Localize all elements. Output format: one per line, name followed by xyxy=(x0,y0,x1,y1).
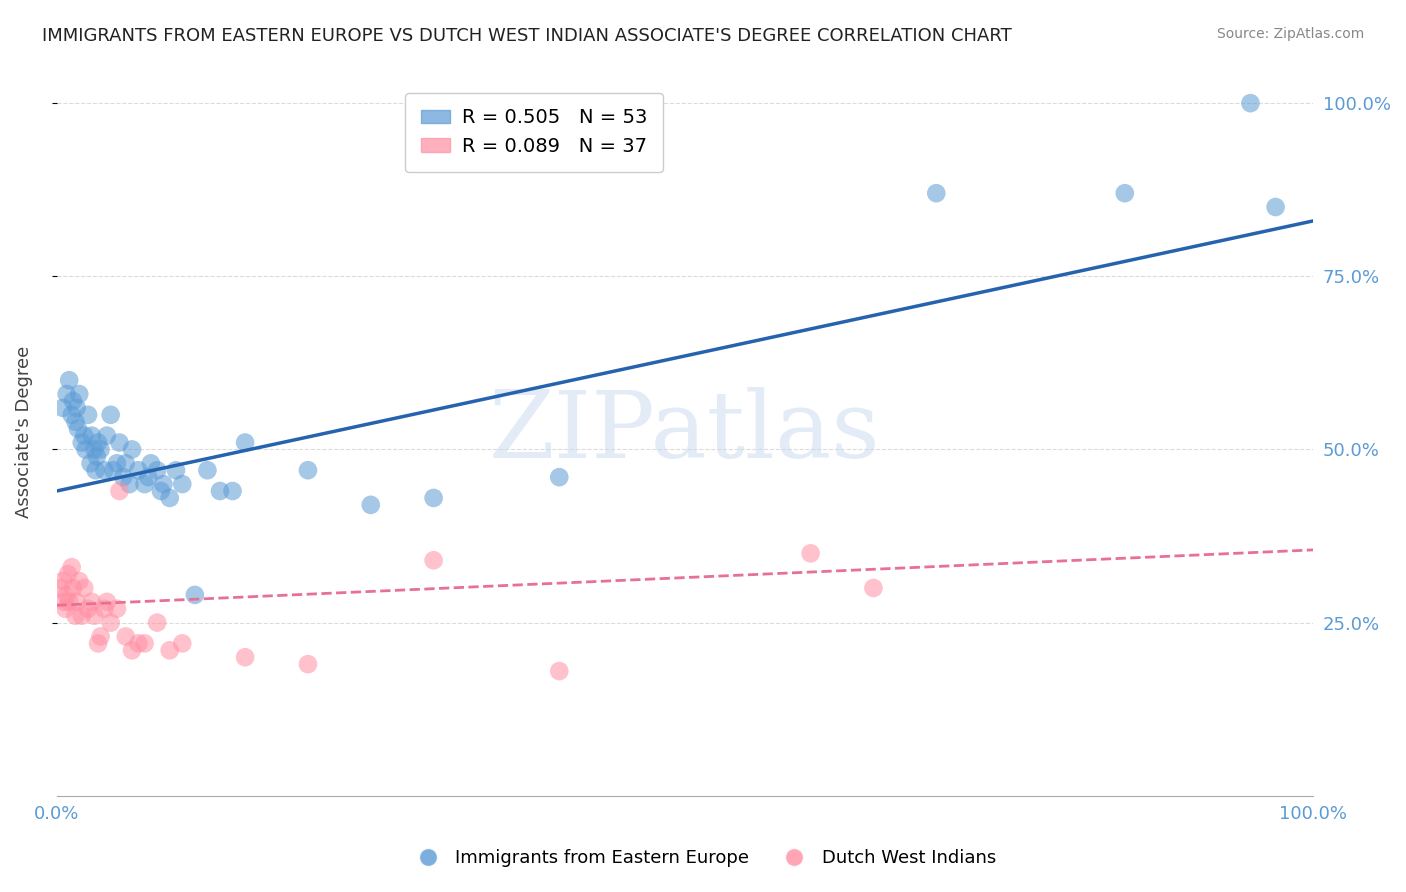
Point xyxy=(548,470,571,484)
Point xyxy=(93,601,115,615)
Point xyxy=(108,435,131,450)
Point xyxy=(118,477,141,491)
Point xyxy=(70,435,93,450)
Point xyxy=(422,491,444,505)
Point xyxy=(221,483,243,498)
Point xyxy=(1114,186,1136,201)
Point xyxy=(83,442,105,457)
Point xyxy=(56,567,79,582)
Point xyxy=(152,477,174,491)
Point xyxy=(90,630,112,644)
Point xyxy=(77,408,100,422)
Point xyxy=(73,428,96,442)
Point xyxy=(138,470,160,484)
Point xyxy=(134,477,156,491)
Point xyxy=(96,428,118,442)
Point xyxy=(67,387,90,401)
Point xyxy=(184,588,207,602)
Point xyxy=(70,608,93,623)
Point xyxy=(121,643,143,657)
Point xyxy=(84,463,107,477)
Point xyxy=(65,608,87,623)
Y-axis label: Associate's Degree: Associate's Degree xyxy=(15,346,32,518)
Point xyxy=(146,463,169,477)
Point xyxy=(52,574,75,588)
Point xyxy=(127,636,149,650)
Point xyxy=(62,394,84,409)
Point xyxy=(100,615,122,630)
Point xyxy=(360,498,382,512)
Point xyxy=(79,456,101,470)
Point xyxy=(49,581,72,595)
Point xyxy=(87,636,110,650)
Point xyxy=(105,601,128,615)
Point xyxy=(66,422,89,436)
Point xyxy=(80,595,103,609)
Point xyxy=(233,650,256,665)
Point xyxy=(297,657,319,672)
Point xyxy=(62,581,84,595)
Point xyxy=(101,463,124,477)
Point xyxy=(52,401,75,415)
Point xyxy=(55,601,77,615)
Point xyxy=(197,463,219,477)
Point xyxy=(800,546,823,560)
Point xyxy=(165,463,187,477)
Point xyxy=(86,450,108,464)
Point xyxy=(75,442,97,457)
Legend: Immigrants from Eastern Europe, Dutch West Indians: Immigrants from Eastern Europe, Dutch We… xyxy=(404,842,1002,874)
Point xyxy=(100,408,122,422)
Point xyxy=(66,401,89,415)
Point xyxy=(65,415,87,429)
Point xyxy=(93,463,115,477)
Point xyxy=(134,636,156,650)
Point xyxy=(66,595,89,609)
Point xyxy=(172,477,194,491)
Text: IMMIGRANTS FROM EASTERN EUROPE VS DUTCH WEST INDIAN ASSOCIATE'S DEGREE CORRELATI: IMMIGRANTS FROM EASTERN EUROPE VS DUTCH … xyxy=(42,27,1012,45)
Point xyxy=(114,456,136,470)
Point xyxy=(112,470,135,484)
Point xyxy=(208,483,231,498)
Point xyxy=(159,491,181,505)
Point xyxy=(60,408,83,422)
Point xyxy=(172,636,194,650)
Point xyxy=(105,456,128,470)
Point xyxy=(149,483,172,498)
Point xyxy=(60,560,83,574)
Point xyxy=(96,595,118,609)
Point xyxy=(55,387,77,401)
Point xyxy=(108,483,131,498)
Point xyxy=(58,373,80,387)
Point xyxy=(67,574,90,588)
Point xyxy=(53,595,76,609)
Point xyxy=(1239,96,1261,111)
Point xyxy=(80,428,103,442)
Point xyxy=(90,442,112,457)
Point xyxy=(127,463,149,477)
Point xyxy=(1264,200,1286,214)
Point xyxy=(58,595,80,609)
Point xyxy=(121,442,143,457)
Point xyxy=(139,456,162,470)
Point xyxy=(422,553,444,567)
Point xyxy=(146,615,169,630)
Point xyxy=(83,608,105,623)
Point xyxy=(87,435,110,450)
Point xyxy=(862,581,884,595)
Point xyxy=(548,664,571,678)
Point xyxy=(73,581,96,595)
Point xyxy=(114,630,136,644)
Legend: R = 0.505   N = 53, R = 0.089   N = 37: R = 0.505 N = 53, R = 0.089 N = 37 xyxy=(405,93,662,171)
Point xyxy=(55,588,77,602)
Text: ZIPatlas: ZIPatlas xyxy=(489,387,880,477)
Text: Source: ZipAtlas.com: Source: ZipAtlas.com xyxy=(1216,27,1364,41)
Point xyxy=(925,186,948,201)
Point xyxy=(77,601,100,615)
Point xyxy=(159,643,181,657)
Point xyxy=(233,435,256,450)
Point xyxy=(297,463,319,477)
